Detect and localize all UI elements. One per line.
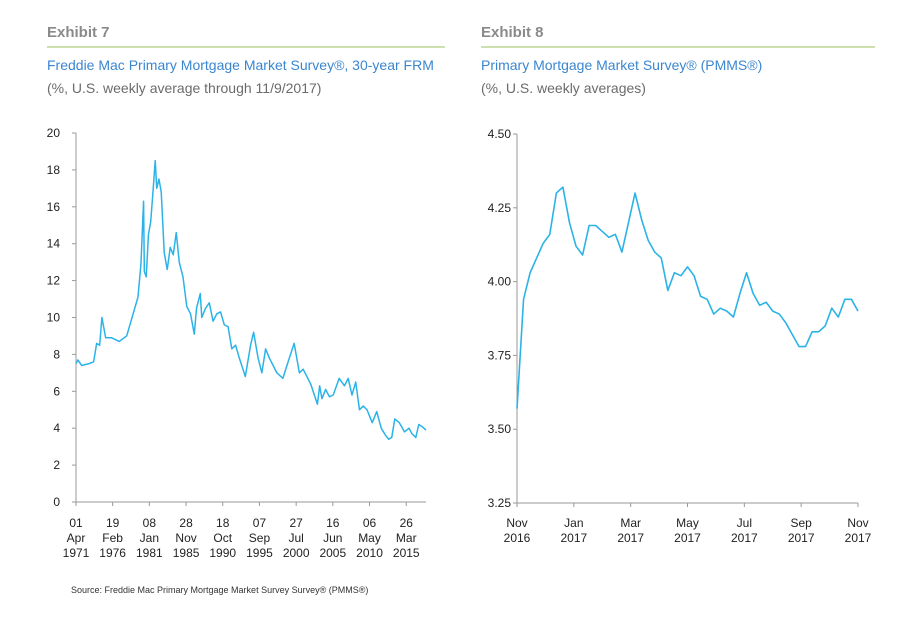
x-tick-label: 1995 <box>246 546 273 560</box>
y-tick-label: 3.75 <box>488 348 512 362</box>
x-tick-label: 18 <box>216 516 230 530</box>
x-tick-label: May <box>676 516 699 530</box>
exhibit-7-rule <box>47 46 445 48</box>
y-tick-label: 6 <box>53 384 60 398</box>
exhibit-7-title: Freddie Mac Primary Mortgage Market Surv… <box>47 57 434 73</box>
exhibit-8-title: Primary Mortgage Market Survey® (PMMS®) <box>481 57 763 73</box>
y-tick-label: 4.00 <box>488 275 512 289</box>
x-tick-label: 1985 <box>173 546 200 560</box>
x-tick-label: Jul <box>737 516 752 530</box>
x-tick-label: 2016 <box>504 531 531 545</box>
y-tick-label: 8 <box>53 347 60 361</box>
y-tick-label: 14 <box>47 237 61 251</box>
x-tick-label: Oct <box>213 531 232 545</box>
x-tick-label: Apr <box>67 531 86 545</box>
exhibit-8-label: Exhibit 8 <box>481 24 544 41</box>
y-tick-label: 16 <box>47 200 61 214</box>
x-tick-label: 2017 <box>617 531 644 545</box>
x-tick-label: 1971 <box>63 546 90 560</box>
y-tick-label: 3.25 <box>488 496 512 510</box>
x-tick-label: 1976 <box>99 546 126 560</box>
y-tick-label: 18 <box>47 163 61 177</box>
exhibit-7-subtitle: (%, U.S. weekly average through 11/9/201… <box>47 80 322 96</box>
x-tick-label: Nov <box>506 516 527 530</box>
y-tick-label: 3.50 <box>488 422 512 436</box>
y-tick-label: 2 <box>53 458 60 472</box>
y-tick-label: 20 <box>47 126 61 140</box>
x-tick-label: 07 <box>253 516 267 530</box>
y-tick-label: 10 <box>47 311 61 325</box>
x-tick-label: 16 <box>326 516 340 530</box>
x-tick-label: Nov <box>847 516 868 530</box>
y-tick-label: 12 <box>47 274 61 288</box>
x-tick-label: 2000 <box>283 546 310 560</box>
x-tick-label: Nov <box>175 531 196 545</box>
x-tick-label: Feb <box>102 531 123 545</box>
x-tick-label: 2005 <box>319 546 346 560</box>
x-tick-label: 1990 <box>209 546 236 560</box>
x-tick-label: Sep <box>249 531 271 545</box>
x-tick-label: 01 <box>69 516 83 530</box>
x-tick-label: 08 <box>143 516 157 530</box>
x-tick-label: Jan <box>564 516 583 530</box>
x-tick-label: 2017 <box>560 531 587 545</box>
x-tick-label: 06 <box>363 516 377 530</box>
y-tick-label: 0 <box>53 495 60 509</box>
x-tick-label: Mar <box>396 531 417 545</box>
x-tick-label: 26 <box>400 516 414 530</box>
x-tick-label: 1981 <box>136 546 163 560</box>
exhibit-8-subtitle: (%, U.S. weekly averages) <box>481 80 646 96</box>
x-tick-label: 2015 <box>393 546 420 560</box>
exhibit-7-label: Exhibit 7 <box>47 24 110 41</box>
mortgage-rate-line <box>75 159 427 441</box>
x-tick-label: 2017 <box>731 531 758 545</box>
y-tick-label: 4.50 <box>488 127 512 141</box>
x-tick-label: 19 <box>106 516 120 530</box>
x-tick-label: 2017 <box>845 531 872 545</box>
x-tick-label: May <box>358 531 381 545</box>
x-tick-label: Mar <box>620 516 641 530</box>
source-note: Source: Freddie Mac Primary Mortgage Mar… <box>71 585 369 595</box>
exhibit-8-rule <box>481 46 875 48</box>
pmms-rate-line <box>516 186 859 409</box>
x-tick-label: Jun <box>323 531 342 545</box>
x-tick-label: 2017 <box>788 531 815 545</box>
x-tick-label: Jan <box>140 531 159 545</box>
x-tick-label: 27 <box>289 516 303 530</box>
x-tick-label: 2010 <box>356 546 383 560</box>
x-tick-label: 2017 <box>674 531 701 545</box>
x-tick-label: Sep <box>790 516 812 530</box>
y-tick-label: 4.25 <box>488 201 512 215</box>
y-tick-label: 4 <box>53 421 60 435</box>
x-tick-label: Jul <box>288 531 303 545</box>
x-tick-label: 28 <box>179 516 193 530</box>
